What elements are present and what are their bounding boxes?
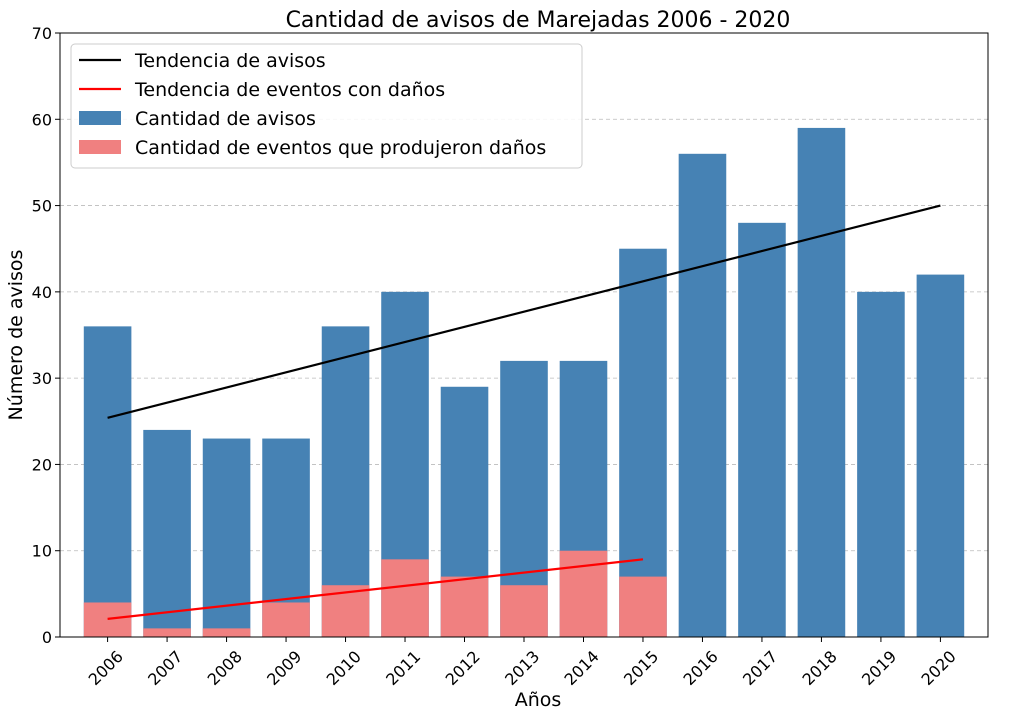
bar-avisos-2007	[143, 429, 191, 637]
x-tick-label-2018: 2018	[799, 647, 841, 689]
y-tick-label-50: 50	[32, 197, 52, 216]
bar-avisos-2016	[678, 153, 727, 638]
bar-avisos-2006	[83, 326, 132, 637]
legend-label-2: Cantidad de avisos	[135, 108, 316, 130]
x-tick-label-2009: 2009	[263, 647, 305, 689]
x-tick-label-2012: 2012	[442, 647, 484, 689]
bars-eventos-danos	[83, 550, 667, 637]
y-tick-label-20: 20	[32, 455, 52, 474]
y-tick-label-30: 30	[32, 369, 52, 388]
bar-danos-2013	[500, 585, 548, 637]
x-tick-label-2017: 2017	[739, 647, 781, 689]
y-axis-label: Número de avisos	[5, 250, 27, 421]
y-tick-label-60: 60	[32, 110, 52, 129]
bar-danos-2015	[619, 576, 667, 637]
legend-label-1: Tendencia de eventos con daños	[134, 79, 445, 101]
x-tick-label-2015: 2015	[620, 647, 662, 689]
bar-danos-2012	[440, 576, 489, 637]
x-tick-label-2006: 2006	[85, 647, 127, 689]
x-tick-label-2014: 2014	[561, 647, 603, 689]
trend-line-avisos	[107, 204, 941, 419]
bars-avisos	[83, 127, 965, 638]
bar-avisos-2020	[916, 274, 965, 637]
legend-box	[70, 43, 583, 169]
legend-label-3: Cantidad de eventos que produjeron daños	[135, 137, 546, 159]
y-tick-label-0: 0	[42, 628, 52, 647]
x-tick-label-2013: 2013	[501, 647, 543, 689]
x-axis-ticks: 2006 2007 2008 2009 2010 2011 2012 2013 2014 2015…	[85, 637, 960, 689]
x-tick-label-2007: 2007	[144, 647, 186, 689]
legend: Tendencia de avisos Tendencia de eventos …	[70, 43, 583, 169]
x-tick-label-2019: 2019	[858, 647, 900, 689]
legend-swatch-3	[79, 140, 121, 154]
chart-title: Cantidad de avisos de Marejadas 2006 - 2…	[286, 8, 791, 33]
bar-danos-2009	[262, 602, 310, 637]
trend-line-danos	[107, 558, 644, 620]
bar-avisos-2015	[619, 248, 667, 637]
x-tick-label-2011: 2011	[382, 647, 424, 689]
bar-danos-2011	[381, 559, 429, 637]
bar-avisos-2019	[857, 291, 905, 637]
bar-avisos-2017	[738, 222, 786, 638]
trend-lines	[107, 204, 941, 620]
bar-avisos-2018	[797, 127, 846, 638]
x-tick-label-2016: 2016	[680, 647, 722, 689]
legend-swatch-2	[79, 111, 121, 125]
x-tick-label-2008: 2008	[204, 647, 246, 689]
bar-danos-2007	[143, 628, 191, 637]
bar-danos-2008	[202, 628, 251, 637]
y-tick-label-70: 70	[32, 24, 52, 43]
x-axis-label: Años	[515, 689, 562, 711]
y-axis-ticks: 0 10 20 30 40 50 60 70	[32, 24, 60, 647]
legend-label-0: Tendencia de avisos	[134, 50, 326, 72]
bar-danos-2006	[83, 602, 132, 637]
y-tick-label-40: 40	[32, 283, 52, 302]
x-tick-label-2020: 2020	[917, 647, 959, 689]
y-tick-label-10: 10	[32, 542, 52, 561]
x-tick-label-2010: 2010	[323, 647, 365, 689]
